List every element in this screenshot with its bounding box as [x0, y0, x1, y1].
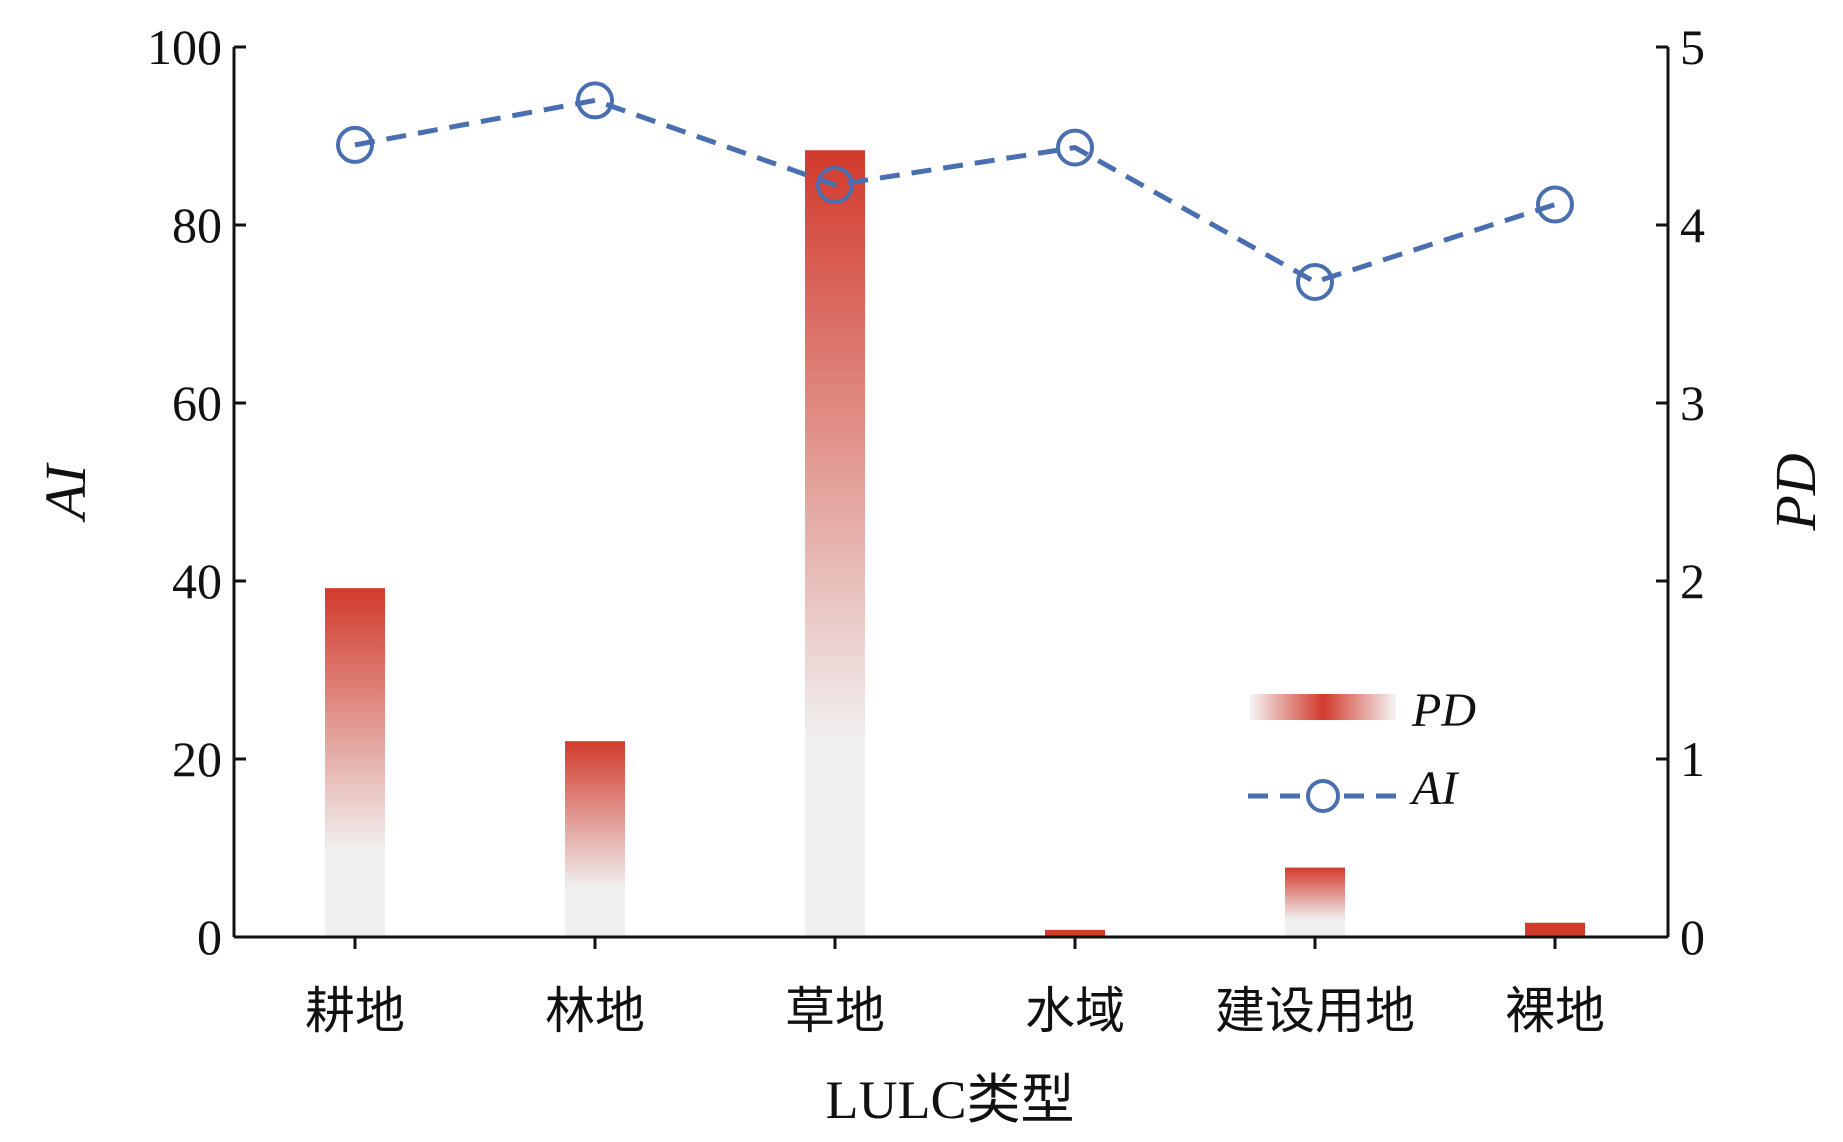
- left-tick-label: 80: [172, 197, 222, 253]
- pd-bar: [1525, 922, 1585, 937]
- right-tick-label: 0: [1680, 909, 1705, 965]
- right-tick-label: 2: [1680, 553, 1705, 609]
- x-tick-label: 裸地: [1505, 982, 1605, 1040]
- ai-marker: [1056, 128, 1094, 167]
- x-tick-label: 建设用地: [1215, 982, 1415, 1040]
- legend: PD AI: [1248, 684, 1476, 815]
- pd-bar: [1285, 867, 1345, 937]
- pd-bar: [1045, 929, 1105, 937]
- x-tick-label: 林地: [545, 982, 645, 1040]
- right-tick-label: 1: [1680, 731, 1705, 787]
- right-tick-label: 3: [1680, 375, 1705, 431]
- pd-bar: [805, 150, 865, 938]
- tick-labels: 0 20 40 60 80 100 0 1 2 3 4 5 耕地 林地 草地 水域 建设用地 裸地: [147, 19, 1705, 1040]
- legend-ai-marker: [1306, 779, 1340, 813]
- pd-bar: [565, 741, 625, 937]
- x-tick-label: 水域: [1025, 982, 1125, 1040]
- left-tick-label: 100: [147, 19, 222, 75]
- x-axis-title: LULC类型: [826, 1070, 1075, 1130]
- x-tick-label: 耕地: [305, 982, 405, 1040]
- ai-marker: [1296, 262, 1334, 301]
- left-tick-label: 60: [172, 375, 222, 431]
- ai-marker: [576, 81, 614, 120]
- ai-line: [354, 97, 1556, 285]
- right-axis-title: PD: [1763, 453, 1828, 531]
- legend-pd-label: PD: [1411, 684, 1476, 737]
- ai-marker: [816, 165, 854, 204]
- x-tick-label: 草地: [785, 982, 885, 1040]
- legend-ai-label: AI: [1409, 762, 1459, 815]
- left-tick-label: 0: [197, 909, 222, 965]
- axis-ticks: [234, 45, 1668, 949]
- legend-pd-swatch: [1250, 694, 1396, 720]
- right-tick-label: 5: [1680, 19, 1705, 75]
- left-tick-label: 40: [172, 553, 222, 609]
- left-tick-label: 20: [172, 731, 222, 787]
- pd-bar: [325, 588, 385, 937]
- pd-bars: [325, 150, 1585, 938]
- left-axis-title: AI: [33, 462, 98, 523]
- ai-line-series: [336, 81, 1574, 301]
- ai-marker: [336, 125, 374, 164]
- right-tick-label: 4: [1680, 197, 1705, 253]
- ai-marker: [1536, 185, 1574, 224]
